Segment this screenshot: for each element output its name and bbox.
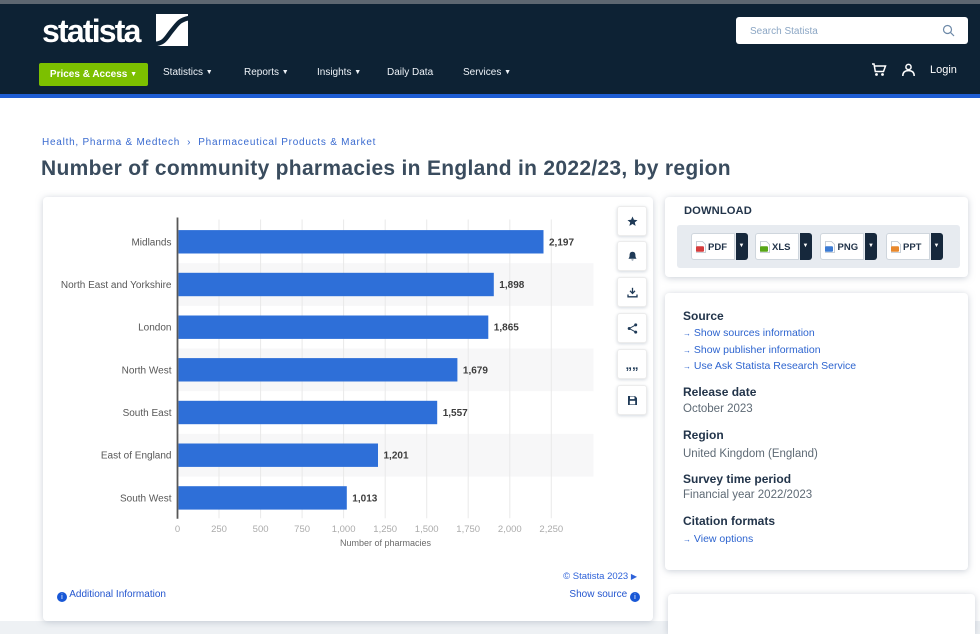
svg-text:1,679: 1,679	[463, 365, 488, 376]
svg-text:North East and Yorkshire: North East and Yorkshire	[61, 280, 172, 291]
svg-text:2,197: 2,197	[549, 237, 574, 248]
svg-text:London: London	[138, 323, 171, 334]
svg-text:South West: South West	[120, 493, 172, 504]
svg-text:1,201: 1,201	[384, 451, 409, 462]
svg-text:Number of pharmacies: Number of pharmacies	[340, 538, 432, 548]
svg-text:1,557: 1,557	[443, 408, 468, 419]
svg-text:East of England: East of England	[101, 451, 172, 462]
svg-text:2,250: 2,250	[539, 524, 563, 535]
svg-text:1,500: 1,500	[415, 524, 439, 535]
svg-text:1,013: 1,013	[352, 493, 377, 504]
svg-text:North West: North West	[122, 365, 172, 376]
svg-text:1,898: 1,898	[499, 280, 524, 291]
svg-text:1,865: 1,865	[494, 323, 519, 334]
svg-text:Midlands: Midlands	[131, 237, 171, 248]
svg-text:1,000: 1,000	[332, 524, 356, 535]
svg-text:1,750: 1,750	[456, 524, 480, 535]
svg-text:1,250: 1,250	[373, 524, 397, 535]
svg-text:2,000: 2,000	[498, 524, 522, 535]
svg-text:750: 750	[294, 524, 310, 535]
svg-text:South East: South East	[123, 408, 172, 419]
svg-text:500: 500	[253, 524, 269, 535]
svg-text:250: 250	[211, 524, 227, 535]
svg-text:0: 0	[175, 524, 180, 535]
